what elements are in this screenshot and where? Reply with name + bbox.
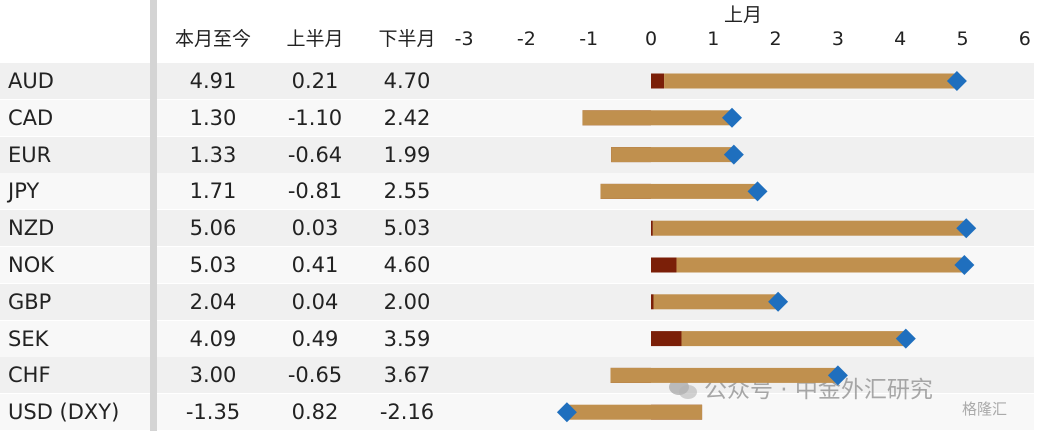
mtd-value: -1.35 [185, 400, 241, 425]
second-half-bar [676, 257, 964, 273]
wechat-icon [669, 379, 697, 399]
first-half-value: -0.65 [287, 363, 343, 388]
table-row [0, 394, 1034, 431]
x-tick-label: 6 [1018, 28, 1031, 50]
first-half-bar [651, 294, 654, 310]
currency-label: GBP [8, 289, 52, 314]
x-tick-label: -3 [454, 28, 474, 50]
second-half-value: 5.03 [383, 216, 431, 241]
mtd-marker [747, 181, 768, 202]
currency-label: SEK [8, 326, 49, 351]
first-half-value: 0.03 [291, 216, 339, 241]
x-tick-label: 1 [707, 28, 720, 50]
mtd-value: 2.04 [189, 289, 237, 314]
second-half-value: 2.00 [383, 289, 431, 314]
second-half-value: -2.16 [379, 400, 435, 425]
first-half-bar [651, 220, 653, 236]
second-half-bar [681, 331, 906, 347]
currency-label: EUR [8, 142, 52, 167]
table-row [0, 357, 1034, 394]
first-half-value: -0.64 [287, 142, 343, 167]
mtd-marker [954, 255, 975, 275]
currency-label: NZD [8, 216, 55, 241]
table-row [0, 173, 1034, 210]
currency-label: USD (DXY) [8, 400, 120, 425]
first-half-value: -0.81 [287, 179, 343, 204]
mtd-marker [768, 291, 789, 312]
x-tick-label: 2 [769, 28, 782, 50]
currency-label: JPY [8, 179, 40, 204]
x-tick-label: 3 [831, 28, 844, 50]
second-half-value: 4.70 [383, 69, 431, 93]
mtd-marker [556, 402, 577, 423]
first-half-value: 0.21 [291, 69, 339, 93]
x-tick-label: 4 [894, 28, 907, 50]
x-tick-label: 5 [956, 28, 969, 50]
mtd-value: 1.30 [189, 105, 237, 130]
mtd-value: 1.33 [189, 142, 237, 167]
mtd-marker [895, 328, 916, 349]
second-half-bar [610, 367, 840, 383]
mtd-value: 5.03 [189, 253, 237, 277]
mtd-marker [946, 71, 967, 91]
second-half-bar [611, 147, 736, 163]
currency-label: CHF [8, 363, 51, 388]
second-half-bar [567, 404, 703, 420]
column-separator [150, 0, 157, 431]
second-half-value: 1.99 [383, 142, 431, 167]
x-tick-label: -2 [516, 28, 536, 50]
first-half-bar [651, 331, 682, 347]
table-row [0, 136, 1034, 173]
second-half-value: 3.59 [383, 326, 431, 351]
mtd-marker [721, 107, 742, 128]
first-half-value: 0.04 [291, 289, 339, 314]
mtd-value: 4.91 [189, 69, 237, 93]
second-half-bar [653, 294, 779, 310]
mtd-value: 1.71 [189, 179, 237, 204]
second-half-value: 2.42 [383, 105, 431, 130]
mtd-value: 5.06 [189, 216, 237, 241]
table-row [0, 283, 1034, 320]
second-half-value: 2.55 [383, 179, 431, 204]
header-second-half: 下半月 [378, 28, 436, 50]
currency-label: CAD [8, 105, 54, 130]
header-first-half: 上半月 [286, 28, 344, 50]
first-half-bar [651, 73, 665, 89]
first-half-value: -1.10 [287, 105, 343, 130]
first-half-value: 0.82 [291, 400, 339, 425]
second-half-value: 3.67 [383, 363, 431, 388]
first-half-value: 0.41 [291, 253, 339, 277]
currency-label: AUD [8, 69, 54, 93]
second-half-bar [664, 73, 957, 89]
mtd-marker [956, 218, 977, 239]
chart-title: 上月 [724, 4, 763, 26]
second-half-bar [582, 110, 734, 126]
corner-watermark-text: 格隆汇 [962, 400, 1008, 418]
header-mtd: 本月至今 [174, 28, 251, 50]
mtd-marker [827, 365, 848, 386]
first-half-value: 0.49 [291, 326, 339, 351]
mtd-value: 3.00 [189, 363, 237, 388]
first-half-bar [651, 257, 677, 273]
x-tick-label: -1 [579, 28, 599, 50]
mtd-marker [723, 144, 744, 165]
mtd-value: 4.09 [189, 326, 237, 351]
second-half-bar [600, 183, 760, 199]
x-tick-label: 0 [644, 28, 658, 50]
corner-watermark: 格隆汇 [962, 398, 1007, 419]
second-half-bar [652, 220, 967, 236]
currency-label: NOK [8, 253, 55, 277]
second-half-value: 4.60 [383, 253, 431, 277]
table-row [0, 99, 1034, 136]
